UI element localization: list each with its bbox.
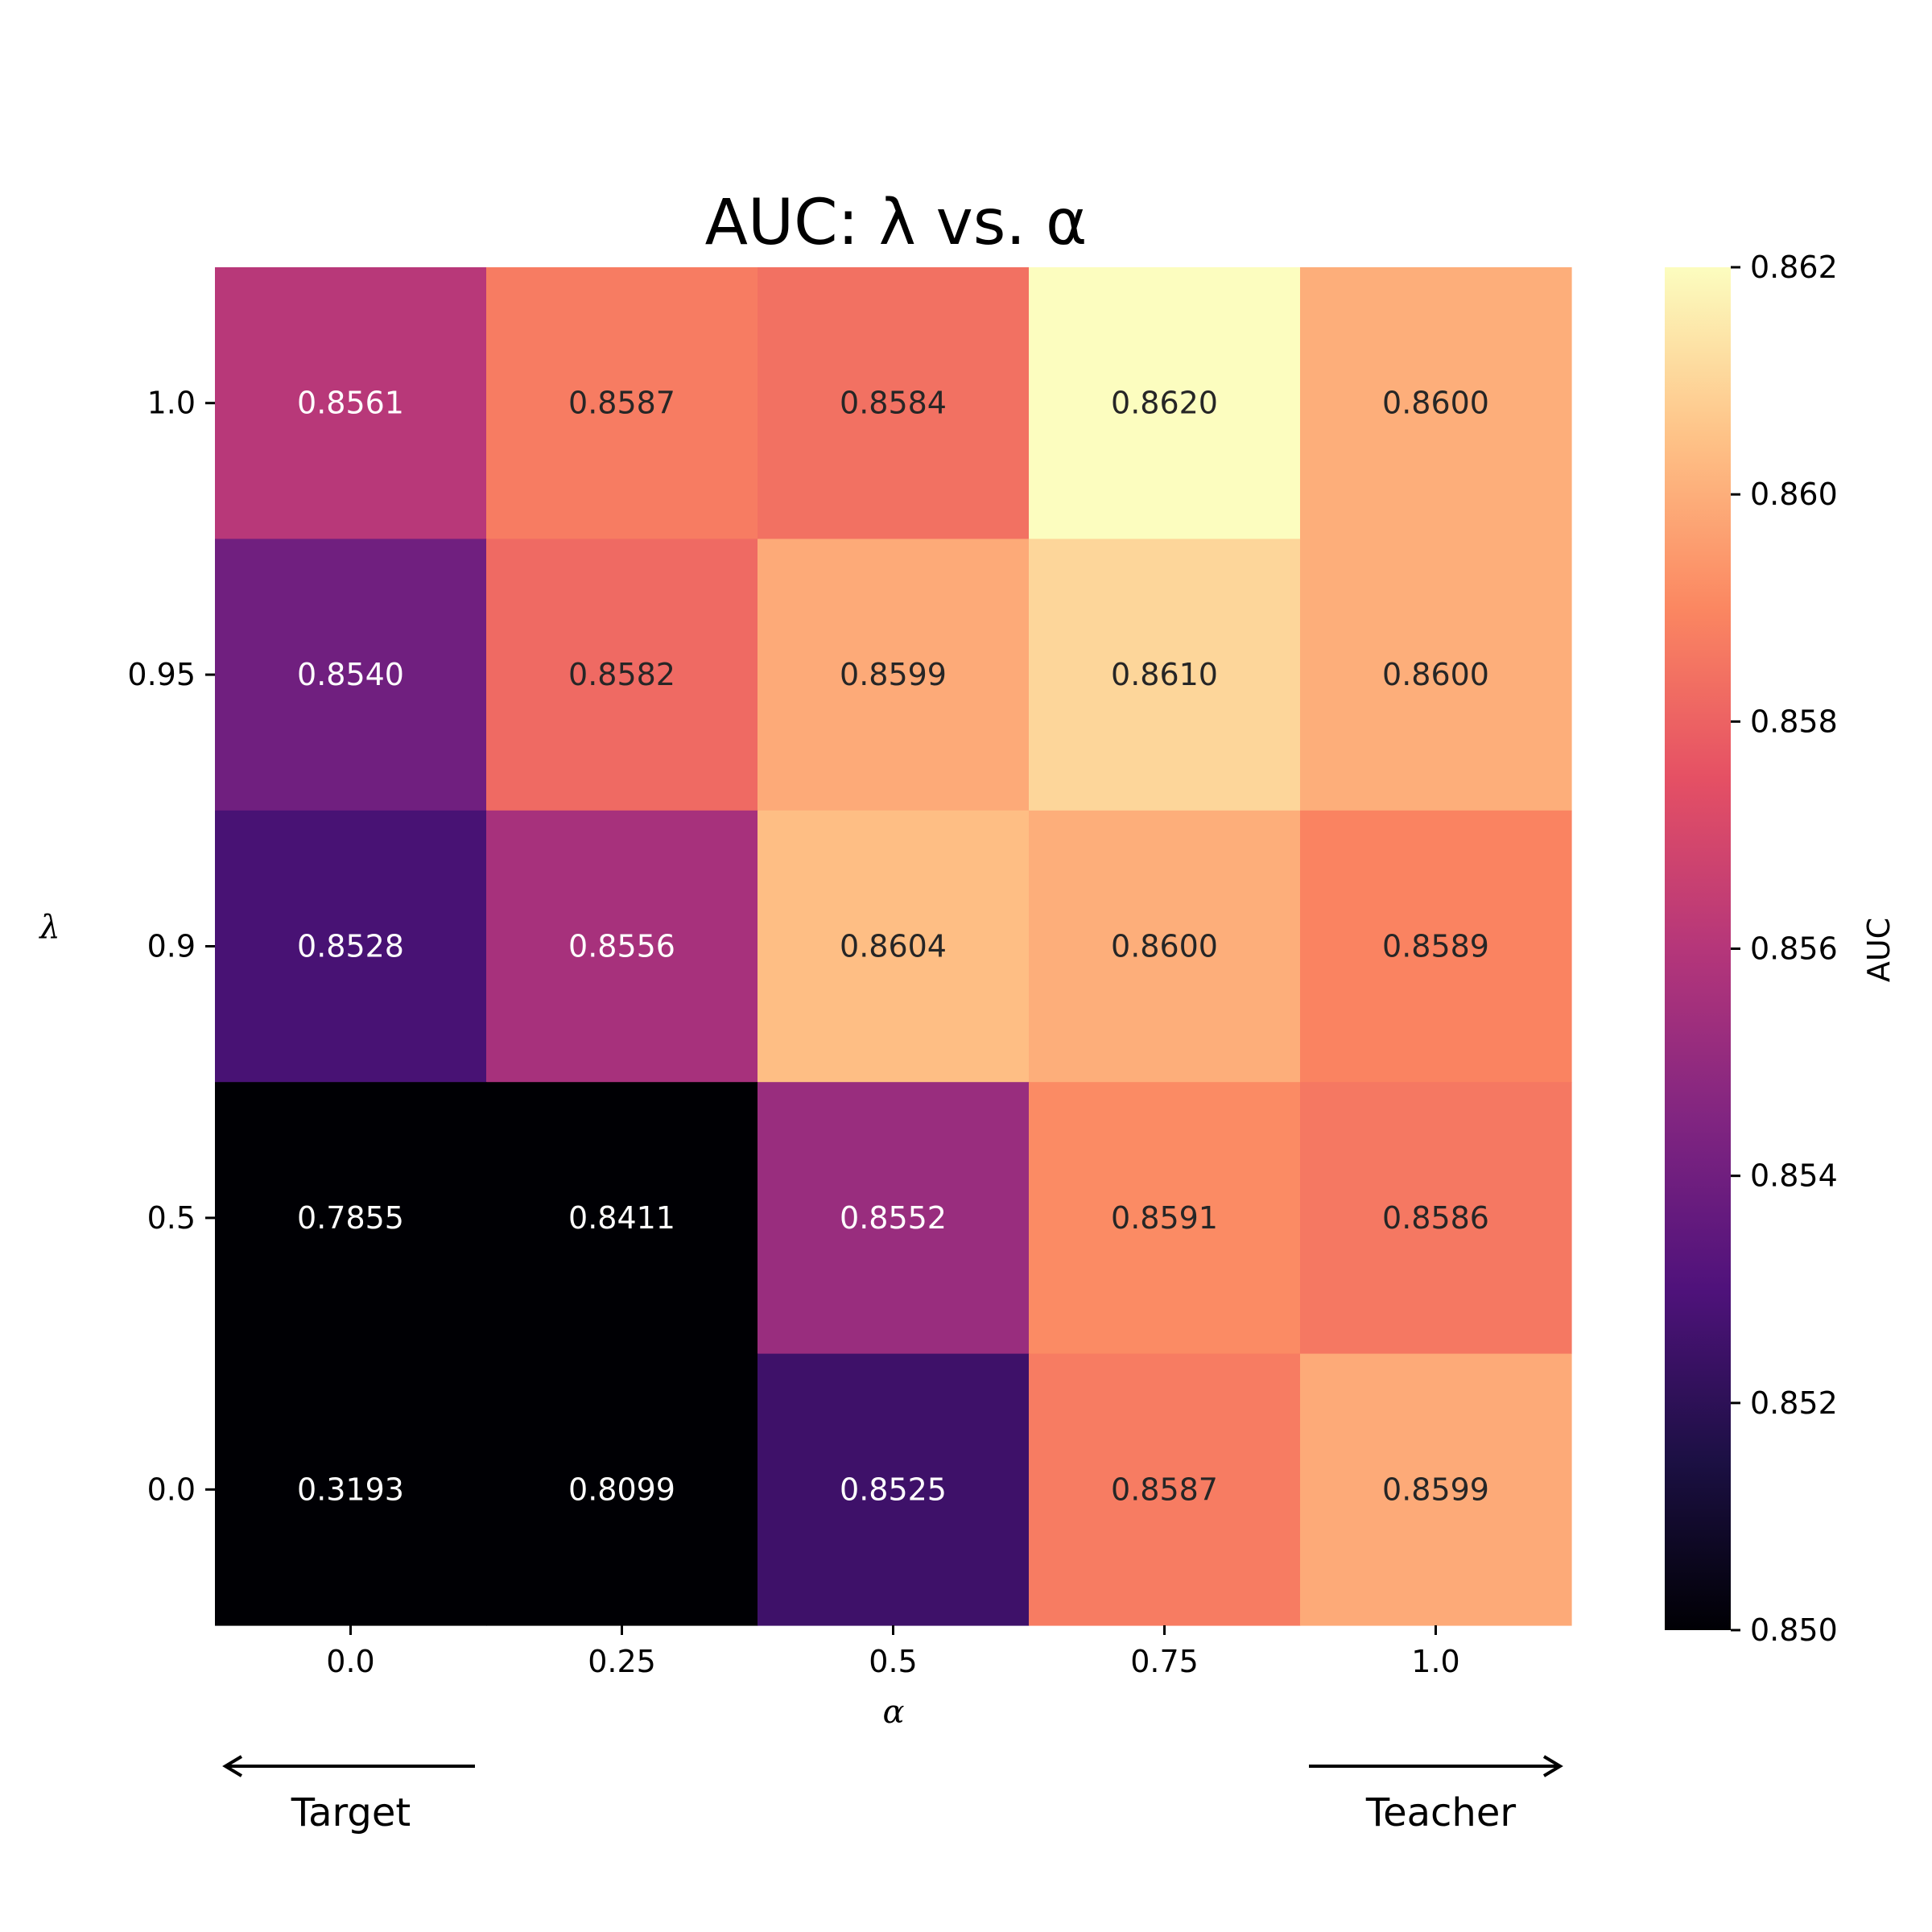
x-tick-label: 0.25 (588, 1644, 656, 1679)
heatmap-cell (758, 267, 1030, 539)
heatmap-cell (215, 1082, 487, 1355)
teacher-arrow-head (1542, 1755, 1563, 1777)
y-axis-label: λ (38, 909, 60, 946)
cell-value-label: 0.8556 (568, 929, 675, 964)
heatmap-cell (215, 1353, 487, 1626)
y-tick-label: 0.0 (147, 1472, 196, 1507)
heatmap-value-labels: 0.8561 0.8587 0.8584 0.8620 0.8600 0.8540 0.85… (297, 386, 1489, 1508)
heatmap-cells (215, 267, 1572, 1626)
x-tick-label: 0.75 (1130, 1644, 1199, 1679)
cell-value-label: 0.8591 (1111, 1200, 1218, 1236)
y-tick-label: 0.95 (127, 657, 196, 692)
heatmap-cell (1300, 1353, 1572, 1626)
cell-value-label: 0.8599 (1382, 1472, 1489, 1507)
cell-value-label: 0.8582 (568, 657, 675, 692)
heatmap-cell (215, 539, 487, 811)
cell-value-label: 0.8587 (1111, 1472, 1218, 1507)
teacher-label: Teacher (1365, 1790, 1516, 1835)
cell-value-label: 0.8610 (1111, 657, 1218, 692)
heatmap-cell (486, 267, 758, 539)
heatmap-cell (215, 267, 487, 539)
cell-value-label: 0.8600 (1111, 929, 1218, 964)
heatmap-cell (486, 539, 758, 811)
heatmap-cell (1300, 267, 1572, 539)
cell-value-label: 0.8600 (1382, 386, 1489, 421)
x-tick-label: 0.0 (326, 1644, 374, 1679)
heatmap-cell (1300, 539, 1572, 811)
cell-value-label: 0.8599 (840, 657, 947, 692)
colorbar-tick-label: 0.852 (1750, 1385, 1838, 1421)
cell-value-label: 0.8540 (297, 657, 404, 692)
y-tick-label: 0.9 (147, 929, 196, 964)
y-tick-label: 0.5 (147, 1200, 196, 1236)
x-axis-label: α (882, 1694, 904, 1731)
colorbar-tick-label: 0.854 (1750, 1158, 1838, 1194)
heatmap-cell (486, 1353, 758, 1626)
colorbar-tick-label: 0.862 (1750, 250, 1838, 285)
cell-value-label: 0.8604 (840, 929, 947, 964)
cell-value-label: 0.8586 (1382, 1200, 1489, 1236)
cell-value-label: 0.8528 (297, 929, 404, 964)
heatmap-cell (215, 810, 487, 1083)
colorbar-label: AUC (1861, 918, 1897, 982)
heatmap-cell (1300, 810, 1572, 1083)
x-tick-label: 0.5 (869, 1644, 917, 1679)
colorbar-ticks: 0.850 0.852 0.854 0.856 0.858 0.860 0.862 (1731, 250, 1838, 1648)
heatmap-cell (1029, 539, 1301, 811)
x-axis-ticks: 0.0 0.25 0.5 0.75 1.0 (326, 1625, 1460, 1679)
cell-value-label: 0.8620 (1111, 386, 1218, 421)
cell-value-label: 0.3193 (297, 1472, 404, 1507)
cell-value-label: 0.8099 (568, 1472, 675, 1507)
cell-value-label: 0.8587 (568, 386, 675, 421)
x-tick-label: 1.0 (1411, 1644, 1459, 1679)
heatmap-cell (1029, 1082, 1301, 1355)
heatmap-cell (1029, 1353, 1301, 1626)
heatmap-cell (758, 539, 1030, 811)
teacher-arrow (1309, 1755, 1563, 1777)
colorbar-tick-label: 0.858 (1750, 704, 1838, 739)
heatmap-cell (1029, 267, 1301, 539)
colorbar-tick-label: 0.856 (1750, 931, 1838, 967)
cell-value-label: 0.8584 (840, 386, 947, 421)
cell-value-label: 0.8561 (297, 386, 404, 421)
heatmap-cell (1029, 810, 1301, 1083)
heatmap-cell (486, 810, 758, 1083)
colorbar-tick-label: 0.860 (1750, 477, 1838, 512)
cell-value-label: 0.8589 (1382, 929, 1489, 964)
cell-value-label: 0.8600 (1382, 657, 1489, 692)
heatmap-cell (758, 1082, 1030, 1355)
chart-title: AUC: λ vs. α (705, 187, 1088, 259)
y-axis-ticks: 1.0 0.95 0.9 0.5 0.0 (127, 386, 215, 1507)
cell-value-label: 0.7855 (297, 1200, 404, 1236)
colorbar-tick-label: 0.850 (1750, 1612, 1838, 1648)
target-label: Target (291, 1790, 411, 1835)
cell-value-label: 0.8525 (840, 1472, 947, 1507)
heatmap-cell (1300, 1082, 1572, 1355)
y-tick-label: 1.0 (147, 386, 196, 421)
heatmap-cell (486, 1082, 758, 1355)
cell-value-label: 0.8552 (840, 1200, 947, 1236)
heatmap-cell (758, 810, 1030, 1083)
cell-value-label: 0.8411 (568, 1200, 675, 1236)
colorbar (1665, 267, 1731, 1630)
heatmap-cell (758, 1353, 1030, 1626)
target-arrow (222, 1755, 475, 1777)
target-arrow-head (222, 1755, 243, 1777)
